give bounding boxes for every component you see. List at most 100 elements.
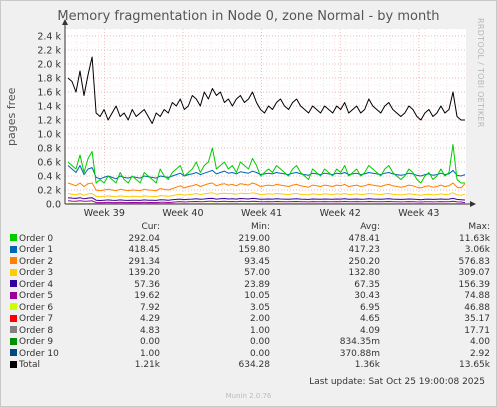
legend-series-label: Total bbox=[19, 360, 41, 370]
legend-cur-value: 292.04 bbox=[128, 233, 161, 244]
legend-avg-value: 4.65 bbox=[359, 314, 380, 324]
legend-cur-value: 291.34 bbox=[128, 256, 161, 267]
legend-series-label: Order 5 bbox=[19, 291, 54, 301]
legend-avg-value: 30.43 bbox=[354, 291, 380, 301]
legend-row: Order 10 1.00 0.00 370.88m 2.92 bbox=[10, 349, 490, 361]
series-line-order-2 bbox=[67, 182, 466, 192]
x-tick-label: Week 42 bbox=[320, 208, 361, 219]
legend-table: Cur: Min: Avg: Max: Order 0 292.04 219.00 4… bbox=[10, 222, 490, 372]
legend-cur-value: 1.21k bbox=[134, 360, 160, 370]
legend-cur-value: 57.36 bbox=[134, 279, 160, 290]
legend-avg-value: 417.23 bbox=[348, 245, 381, 255]
legend-avg-value: 1.36k bbox=[354, 360, 380, 370]
legend-row: Order 3 139.20 57.00 132.80 309.07 bbox=[10, 268, 490, 280]
axes bbox=[62, 19, 476, 207]
series-line-order-0 bbox=[67, 144, 465, 184]
legend-min-value: 0.00 bbox=[249, 337, 270, 347]
legend-row: Order 7 4.29 2.00 4.65 35.17 bbox=[10, 314, 490, 326]
legend-row: Order 2 291.34 93.45 250.20 576.83 bbox=[10, 257, 490, 269]
legend-max-value: 13.65k bbox=[459, 360, 490, 370]
legend-min-value: 159.80 bbox=[238, 245, 271, 255]
legend-series-cell: Order 3 bbox=[10, 268, 120, 280]
y-tick-label: 1.0 k bbox=[37, 130, 61, 141]
legend-avg-value: 67.35 bbox=[354, 279, 380, 290]
legend-series-label: Order 2 bbox=[19, 256, 54, 267]
legend-series-cell: Order 6 bbox=[10, 303, 120, 315]
y-tick-label: 1.6 k bbox=[37, 88, 61, 99]
legend-min-value: 219.00 bbox=[238, 233, 271, 244]
legend-color-swatch bbox=[10, 257, 17, 264]
legend-min-value: 23.89 bbox=[244, 279, 270, 290]
legend-series-label: Order 0 bbox=[19, 233, 54, 244]
y-tick-label: 0.8 k bbox=[37, 144, 61, 155]
legend-max-value: 74.88 bbox=[464, 291, 490, 301]
legend-series-cell: Order 4 bbox=[10, 280, 120, 292]
legend-series-label: Order 7 bbox=[19, 314, 54, 324]
legend-max-value: 3.06k bbox=[464, 245, 490, 255]
legend-max-value: 17.71 bbox=[464, 325, 490, 336]
legend-max-value: 156.39 bbox=[458, 279, 491, 290]
legend-series-cell: Order 9 bbox=[10, 337, 120, 349]
x-tick-label: Week 39 bbox=[84, 208, 125, 219]
last-update-text: Last update: Sat Oct 25 19:00:08 2025 bbox=[309, 377, 485, 387]
legend-row: Order 6 7.92 3.05 6.95 46.88 bbox=[10, 303, 490, 315]
legend-series-label: Order 8 bbox=[19, 325, 54, 336]
legend-row: Order 9 0.00 0.00 834.35m 4.00 bbox=[10, 337, 490, 349]
legend-row: Order 1 418.45 159.80 417.23 3.06k bbox=[10, 245, 490, 257]
legend-series-cell: Order 8 bbox=[10, 326, 120, 338]
y-tick-label: 0.2 k bbox=[37, 186, 61, 197]
legend-series-cell: Order 0 bbox=[10, 234, 120, 246]
legend-color-swatch bbox=[10, 326, 17, 333]
legend-max-value: 35.17 bbox=[464, 314, 490, 324]
legend-color-swatch bbox=[10, 234, 17, 241]
legend-cur-value: 139.20 bbox=[128, 268, 161, 278]
legend-color-swatch bbox=[10, 291, 17, 299]
legend-avg-value: 370.88m bbox=[339, 348, 380, 359]
legend-series-label: Order 3 bbox=[19, 268, 54, 278]
legend-cur-value: 0.00 bbox=[139, 337, 160, 347]
legend-avg-value: 834.35m bbox=[339, 337, 380, 347]
legend-header-max: Max: bbox=[468, 222, 490, 232]
legend-cur-value: 19.62 bbox=[134, 291, 160, 301]
legend-avg-value: 132.80 bbox=[348, 268, 381, 278]
series-line-order-4 bbox=[67, 197, 466, 201]
legend-color-swatch bbox=[10, 314, 17, 322]
legend-series-label: Order 9 bbox=[19, 337, 54, 347]
legend-avg-value: 6.95 bbox=[359, 302, 380, 313]
legend-color-swatch bbox=[10, 337, 17, 345]
legend-row: Order 4 57.36 23.89 67.35 156.39 bbox=[10, 280, 490, 292]
legend-header-avg: Avg: bbox=[360, 222, 380, 232]
legend-max-value: 11.63k bbox=[459, 233, 490, 244]
legend-series-cell: Order 10 bbox=[10, 349, 120, 361]
legend-header-cur: Cur: bbox=[141, 222, 160, 232]
series-line-total bbox=[67, 56, 465, 124]
legend-series-label: Order 1 bbox=[19, 245, 54, 255]
legend-min-value: 93.45 bbox=[244, 256, 270, 267]
legend-color-swatch bbox=[10, 360, 17, 368]
legend-row: Total 1.21k 634.28 1.36k 13.65k bbox=[10, 360, 490, 372]
y-tick-label: 0.6 k bbox=[37, 158, 61, 169]
series-line-order-1 bbox=[67, 165, 466, 180]
legend-series-cell: Order 7 bbox=[10, 314, 120, 326]
legend-body: Order 0 292.04 219.00 478.41 11.63k Order 1 41… bbox=[10, 234, 490, 372]
y-tick-label: 2.4 k bbox=[37, 32, 61, 43]
legend-color-swatch bbox=[10, 349, 17, 356]
legend-row: Order 0 292.04 219.00 478.41 11.63k bbox=[10, 234, 490, 246]
legend-header-blank bbox=[10, 222, 120, 234]
legend-cur-value: 418.45 bbox=[128, 245, 161, 255]
legend-max-value: 309.07 bbox=[458, 268, 491, 278]
legend-min-value: 10.05 bbox=[244, 291, 270, 301]
x-tick-label: Week 43 bbox=[398, 208, 439, 219]
legend-cur-value: 4.83 bbox=[139, 325, 160, 336]
legend-min-value: 1.00 bbox=[249, 325, 270, 336]
munin-version-footer: Munin 2.0.76 bbox=[225, 392, 272, 400]
legend-color-swatch bbox=[10, 303, 17, 310]
x-axis-arrow bbox=[470, 201, 476, 207]
legend-min-value: 2.00 bbox=[249, 314, 270, 324]
tick-labels: 0.0 0.2 k 0.4 k 0.6 k 0.8 k 1.0 k 1.2 k 1.4 k 1.… bbox=[37, 32, 439, 220]
legend-header-min: Min: bbox=[250, 222, 270, 232]
x-tick-label: Week 41 bbox=[241, 208, 282, 219]
y-axis-arrow bbox=[62, 19, 68, 25]
legend-avg-value: 250.20 bbox=[348, 256, 381, 267]
legend-color-swatch bbox=[10, 245, 17, 253]
